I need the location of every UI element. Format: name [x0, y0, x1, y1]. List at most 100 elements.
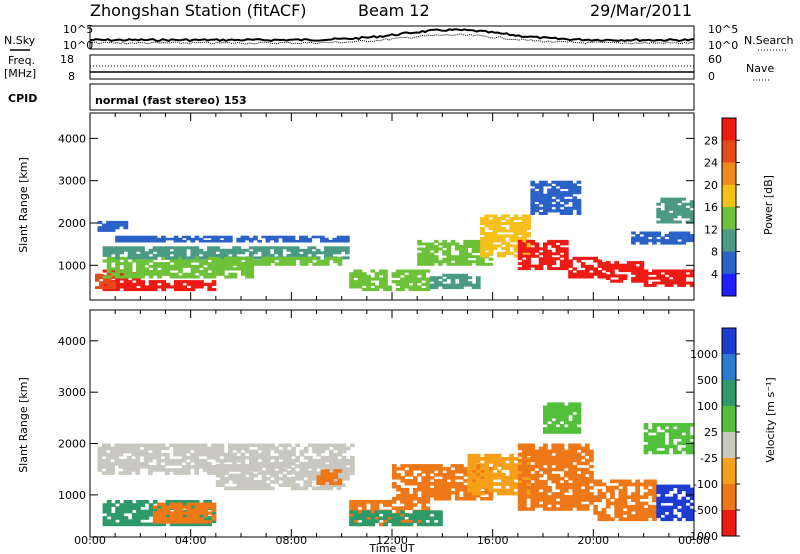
heatmap-cell [584, 498, 590, 502]
heatmap-cell [484, 254, 489, 258]
heatmap-cell [685, 505, 691, 510]
heatmap-cell [668, 241, 674, 245]
heatmap-cell [290, 235, 296, 239]
heatmap-cell [110, 465, 115, 469]
heatmap-cell [463, 245, 468, 248]
heatmap-cell [123, 288, 129, 292]
heatmap-cell [484, 217, 489, 220]
heatmap-cell [387, 288, 393, 292]
heatmap-cell [622, 501, 628, 506]
colorbar-swatch [722, 184, 736, 208]
heatmap-cell [332, 483, 338, 487]
heatmap-cell [387, 513, 392, 517]
heatmap-cell [232, 476, 238, 481]
heatmap-cell [442, 476, 447, 480]
heatmap-cell [568, 476, 573, 481]
heatmap-cell [240, 443, 246, 448]
heatmap-cell [501, 236, 506, 240]
heatmap-cell [517, 229, 523, 233]
heatmap-cell [572, 430, 578, 434]
heatmap-cell [492, 457, 498, 461]
heatmap-cell [564, 479, 569, 484]
heatmap-cell [429, 522, 435, 527]
heatmap-cell [333, 443, 338, 448]
heatmap-cell [576, 402, 582, 406]
heatmap-cell [584, 507, 590, 511]
heatmap-cell [290, 248, 296, 252]
heatmap-cell [328, 251, 333, 255]
heatmap-cell [311, 467, 317, 471]
heatmap-cell [340, 237, 346, 241]
heatmap-cell [484, 239, 489, 243]
heatmap-cell [496, 488, 502, 493]
heatmap-cell [517, 224, 523, 228]
heatmap-cell [475, 453, 481, 458]
heatmap-cell [99, 276, 104, 280]
heatmap-cell [664, 496, 670, 501]
heatmap-cell [370, 282, 376, 286]
heatmap-cell [232, 473, 238, 478]
heatmap-cell [374, 503, 380, 507]
heatmap-cell [543, 430, 548, 434]
heatmap-cell [631, 261, 636, 265]
heatmap-cell [652, 239, 657, 243]
heatmap-cell [584, 275, 590, 279]
heatmap-cell [522, 489, 527, 493]
heatmap-cell [202, 239, 208, 243]
heatmap-cell [517, 443, 523, 447]
heatmap-cell [673, 274, 678, 278]
heatmap-cell [186, 508, 192, 512]
heatmap-cell [336, 467, 342, 471]
heatmap-cell [353, 280, 359, 284]
heatmap-cell [123, 500, 129, 504]
heatmap-cell [530, 504, 536, 508]
heatmap-cell [249, 443, 254, 448]
heatmap-cell [316, 262, 322, 266]
heatmap-cell [152, 246, 158, 250]
heatmap-cell [107, 278, 112, 282]
heatmap-cell [522, 234, 527, 238]
heatmap-cell [459, 286, 464, 290]
heatmap-cell [307, 251, 313, 255]
heatmap-cell [223, 452, 229, 457]
heatmap-cell [194, 248, 200, 252]
heatmap-cell [564, 461, 569, 466]
heatmap-cell [383, 503, 388, 507]
heatmap-cell [580, 256, 586, 260]
heatmap-cell [438, 491, 443, 495]
heatmap-cell [526, 249, 531, 253]
heatmap-cell [547, 267, 552, 271]
heatmap-cell [547, 254, 552, 258]
heatmap-cell [182, 246, 187, 250]
heatmap-cell [144, 251, 150, 255]
heatmap-cell [185, 443, 191, 448]
heatmap-cell [236, 458, 242, 463]
heatmap-cell [345, 467, 350, 471]
heatmap-cell [438, 519, 443, 524]
heatmap-cell [677, 231, 682, 235]
heatmap-cell [353, 285, 359, 289]
heatmap-cell [349, 512, 354, 517]
heatmap-cell [656, 276, 661, 280]
heatmap-cell [101, 449, 107, 454]
heatmap-cell [408, 479, 414, 483]
heatmap-cell [332, 246, 338, 250]
heatmap-cell [115, 251, 120, 255]
heatmap-cell [496, 236, 502, 240]
heatmap-cell [148, 509, 154, 514]
heatmap-cell [404, 482, 410, 486]
heatmap-cell [282, 239, 287, 243]
heatmap-cell [543, 259, 548, 263]
heatmap-cell [622, 263, 628, 267]
heatmap-cell [429, 247, 435, 251]
heatmap-cell [526, 224, 531, 228]
heatmap-cell [459, 485, 464, 489]
heatmap-cell [350, 462, 355, 466]
heatmap-cell [123, 270, 129, 274]
heatmap-cell [555, 196, 561, 200]
heatmap-cell [345, 239, 350, 243]
heatmap-cell [559, 489, 565, 493]
heatmap-cell [106, 446, 111, 451]
heatmap-cell [568, 467, 573, 472]
